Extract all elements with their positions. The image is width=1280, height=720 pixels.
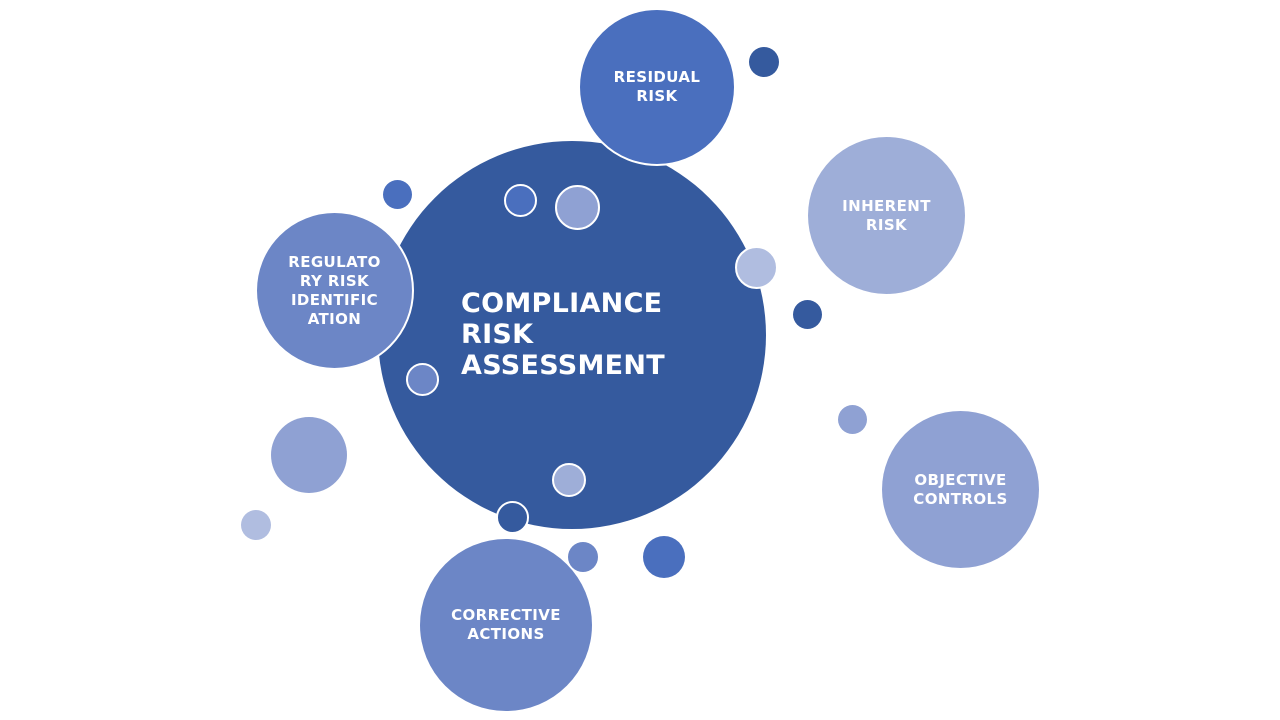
node-objective-controls-label: OBJECTIVE CONTROLS [913, 470, 1008, 508]
node-regulatory-risk-identification: REGULATO RY RISK IDENTIFIC ATION [255, 211, 414, 370]
decorative-dot [241, 510, 271, 540]
decorative-dot [568, 542, 598, 572]
decorative-dot [793, 300, 822, 329]
node-regulatory-risk-identification-label: REGULATO RY RISK IDENTIFIC ATION [288, 252, 381, 328]
decorative-dot [838, 405, 867, 434]
decorative-dot [504, 184, 537, 217]
decorative-dot [406, 363, 439, 396]
node-objective-controls: OBJECTIVE CONTROLS [882, 411, 1039, 568]
decorative-dot [271, 417, 347, 493]
decorative-dot [735, 246, 778, 289]
decorative-dot [643, 536, 685, 578]
central-title: COMPLIANCE RISK ASSESSMENT [461, 288, 666, 381]
node-residual-risk-label: RESIDUAL RISK [613, 68, 701, 105]
decorative-dot [749, 47, 779, 77]
node-inherent-risk-label: INHERENT RISK [842, 196, 931, 234]
node-residual-risk: RESIDUAL RISK [578, 8, 736, 166]
decorative-dot [383, 180, 412, 209]
node-corrective-actions: CORRECTIVE ACTIONS [420, 539, 592, 711]
decorative-dot [496, 501, 529, 534]
decorative-dot [552, 463, 586, 497]
node-corrective-actions-label: CORRECTIVE ACTIONS [451, 606, 561, 643]
node-inherent-risk: INHERENT RISK [808, 137, 965, 294]
decorative-dot [555, 185, 600, 230]
